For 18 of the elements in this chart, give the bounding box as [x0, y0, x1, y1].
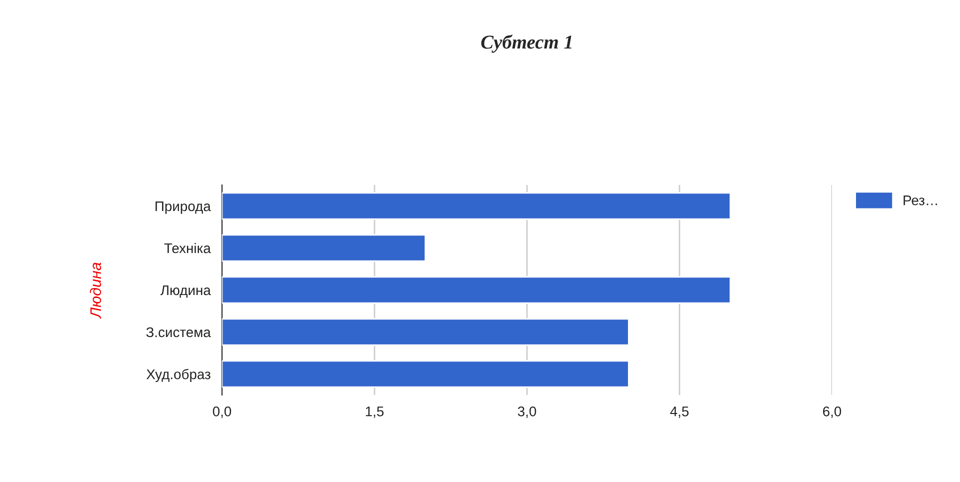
y-tick-label: Техніка — [164, 242, 211, 254]
x-tick-label: 4,5 — [670, 406, 689, 418]
legend-label: Рез… — [904, 196, 937, 206]
x-tick-label: 1,5 — [366, 406, 384, 418]
x-tick-label: 6,0 — [823, 406, 842, 418]
bar — [222, 318, 630, 346]
x-tick-label: 0,0 — [212, 406, 232, 418]
y-tick-label: З.система — [146, 327, 211, 338]
chart-title: Субтест 1 — [481, 34, 572, 53]
y-tick-label: Людина — [160, 285, 211, 298]
bar — [222, 192, 732, 220]
x-tick-label: 3,0 — [518, 406, 536, 418]
bar — [222, 276, 732, 304]
y-axis-title: Людина — [90, 262, 102, 319]
y-tick-label: Худ.образ — [146, 368, 210, 382]
y-tick-label: Природа — [156, 201, 211, 214]
bar — [222, 360, 630, 388]
bar — [222, 234, 426, 262]
